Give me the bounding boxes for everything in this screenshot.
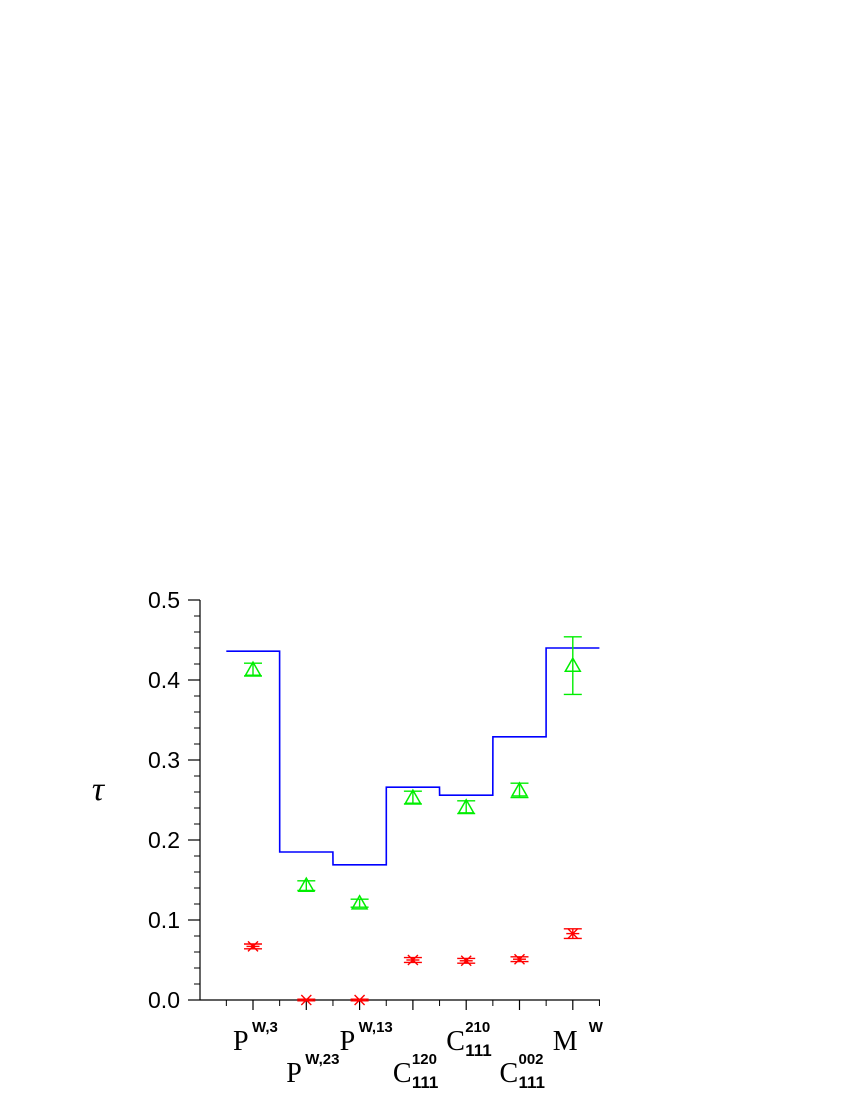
triangle-marker — [404, 788, 422, 804]
x-tick-label-sup: W — [589, 1019, 604, 1036]
triangle-point — [563, 636, 582, 696]
x-tick-label-sub: 111 — [412, 1073, 439, 1092]
triangle-marker — [350, 894, 369, 910]
y-axis-label: τ — [92, 771, 106, 808]
x-tick-label-base: P — [286, 1058, 302, 1089]
star-point — [510, 953, 529, 965]
x-tick-label-sup: W,23 — [305, 1051, 339, 1068]
x-tick-label-sup: 002 — [519, 1051, 544, 1068]
triangle-point — [510, 781, 529, 799]
chart-axes: 0.00.10.20.30.40.5P W,3P W,23P W,13C 120111C… — [148, 587, 604, 1092]
triangle-point — [457, 798, 476, 815]
x-tick-label-base: P — [340, 1026, 356, 1057]
chart-plot-area — [226, 636, 600, 1006]
triangle-marker — [564, 656, 582, 672]
triangle-point — [244, 660, 262, 677]
star-point — [563, 928, 582, 940]
x-tick-label-base: C — [393, 1058, 412, 1089]
y-tick-label: 0.4 — [148, 667, 180, 693]
x-tick-label-base: M — [553, 1026, 578, 1057]
star-point — [350, 994, 369, 1006]
y-tick-label: 0.1 — [148, 907, 180, 933]
x-tick-label-sup: W,13 — [359, 1019, 393, 1036]
x-tick-label-sup: 120 — [412, 1051, 437, 1068]
x-tick-label: P W,23 — [286, 1051, 339, 1089]
triangle-point — [403, 788, 422, 805]
triangle-marker — [510, 781, 529, 797]
x-tick-label: C 002 111 — [500, 1051, 546, 1092]
y-tick-label: 0.5 — [148, 587, 180, 613]
x-tick-label-sub: 111 — [519, 1073, 546, 1092]
star-point — [457, 955, 476, 967]
y-tick-label: 0.0 — [148, 987, 180, 1013]
x-tick-label: P W,3 — [233, 1019, 278, 1057]
star-point — [403, 954, 422, 966]
x-tick-label: C 120 111 — [393, 1051, 439, 1092]
step-line-series — [226, 647, 600, 866]
x-tick-label-base: P — [233, 1026, 249, 1057]
x-tick-label: P W,13 — [340, 1019, 393, 1057]
triangle-point — [350, 894, 369, 910]
x-tick-label-sup: 210 — [465, 1019, 490, 1036]
x-tick-label-sup: W,3 — [252, 1019, 278, 1036]
y-tick-label: 0.2 — [148, 827, 180, 853]
star-point — [244, 940, 262, 952]
x-tick-label-sub: 111 — [465, 1041, 492, 1060]
x-tick-label-base: C — [446, 1026, 465, 1057]
x-tick-label-base: C — [500, 1058, 519, 1089]
y-tick-label: 0.3 — [148, 747, 180, 773]
triangle-marker — [297, 876, 316, 892]
x-tick-label: C 210 111 — [446, 1019, 492, 1060]
triangle-marker — [457, 798, 475, 814]
star-point — [297, 994, 316, 1006]
triangle-point — [297, 876, 316, 892]
triangle-marker — [244, 660, 262, 676]
